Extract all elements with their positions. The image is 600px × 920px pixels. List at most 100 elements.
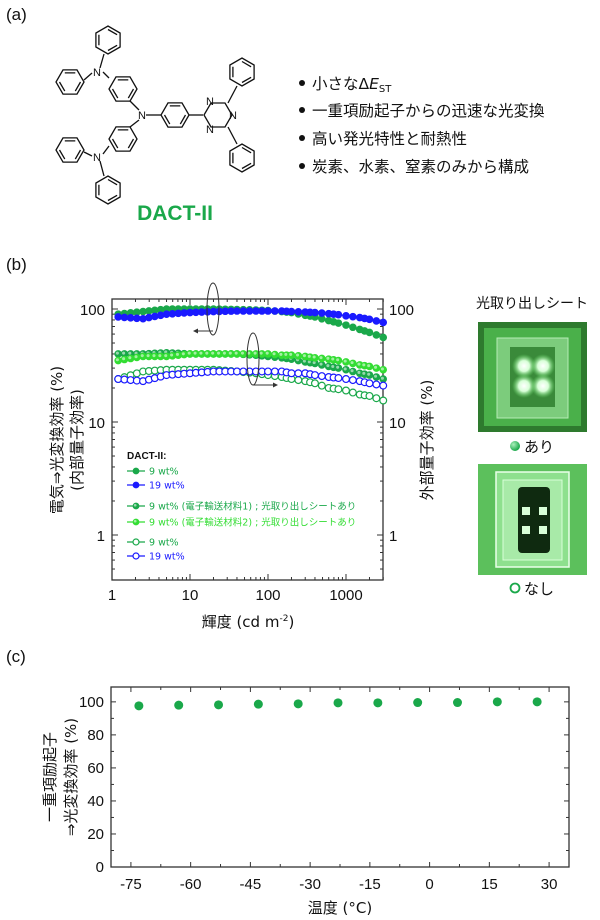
legend-item: 19 wt% <box>127 481 185 492</box>
feature-4: 炭素、水素、窒素のみから構成 <box>312 158 529 176</box>
data-point-highlight <box>343 367 347 371</box>
phenyl-ring-double-bonds <box>232 60 252 84</box>
data-point-highlight <box>259 351 263 355</box>
data-point <box>287 307 296 316</box>
y-right-tick-100: 100 <box>389 302 414 319</box>
data-point-highlight <box>272 352 276 356</box>
bullet-icon <box>299 163 305 169</box>
bond <box>102 145 110 155</box>
phenyl-ring <box>229 57 255 87</box>
atom-n-triazine-1: N <box>206 96 214 108</box>
data-point <box>214 700 224 710</box>
data-point-highlight <box>284 352 288 356</box>
y-right-label: 外部量子効率 (%) <box>418 380 436 501</box>
x-tick-1: 1 <box>108 587 116 604</box>
data-point-highlight <box>312 355 316 359</box>
data-point <box>379 396 388 405</box>
photo-with-sheet <box>478 322 587 432</box>
data-point-highlight <box>350 361 354 365</box>
data-point <box>318 309 326 317</box>
data-point <box>532 697 542 707</box>
data-point-highlight <box>199 351 203 355</box>
feature-1: 小さなΔEST <box>312 75 392 95</box>
y-left-label-1: 電気⇒光変換効率 (%) <box>48 366 66 514</box>
legend-label: 9 wt% <box>149 467 179 478</box>
x-tick-label: 15 <box>481 876 498 893</box>
series-1 <box>114 307 388 327</box>
data-point-highlight <box>128 351 132 355</box>
y-tick-label: 0 <box>96 859 104 876</box>
data-point <box>333 698 343 708</box>
data-point <box>253 699 263 709</box>
series-5 <box>114 367 388 390</box>
data-point-highlight <box>312 361 316 365</box>
y-left-label-2: (内部量子効率) <box>68 389 86 491</box>
legend-marker-icon <box>132 467 140 475</box>
data-point-highlight <box>367 364 371 368</box>
data-point <box>114 313 122 321</box>
phenyl-ring-double-bonds <box>232 146 252 170</box>
x-axis-label: 輝度 (cd m-2) <box>202 613 295 631</box>
data-point <box>413 698 423 708</box>
efficiency-vs-luminance-chart: 100 10 1 100 10 1 1 10 100 1000 輝度 (cd m… <box>48 282 436 631</box>
bond <box>102 71 110 79</box>
x-axis-label: 温度 (°C) <box>308 899 372 917</box>
data-point <box>310 371 319 380</box>
data-point <box>365 328 374 337</box>
legend: DACT-II: 9 wt% 19 wt% 9 wt% (電子輸送材料1) ; 光取… <box>127 451 356 563</box>
data-point-highlight <box>331 364 335 369</box>
x-tick-label: -45 <box>240 876 262 893</box>
y-right-tick-10: 10 <box>389 415 406 432</box>
bond <box>83 72 93 81</box>
carbazole-ring-upper-double-bonds <box>111 79 135 99</box>
legend-label: 19 wt% <box>149 481 185 492</box>
data-point <box>271 307 279 315</box>
phenyl-ring-double-bonds <box>98 28 118 52</box>
data-point-highlight <box>350 369 354 373</box>
data-point <box>342 312 350 320</box>
carbazole-ring-lower-double-bonds <box>111 129 135 149</box>
data-point-highlight <box>336 358 340 362</box>
data-point <box>365 391 374 400</box>
data-point-highlight <box>128 356 132 360</box>
data-point <box>317 372 326 381</box>
data-point-highlight <box>146 354 150 358</box>
data-point-highlight <box>222 351 226 355</box>
y-tick-label: 100 <box>79 694 104 711</box>
legend-label: 9 wt% (電子輸送材料2) ; 光取り出しシートあり <box>149 517 356 529</box>
data-point-highlight <box>302 359 306 363</box>
data-point <box>287 369 296 378</box>
legend-item: 9 wt% <box>127 467 179 478</box>
data-point-highlight <box>362 363 366 367</box>
data-point-highlight <box>122 351 126 355</box>
y-axis-label-2: ⇒光変換効率 (%) <box>62 718 80 836</box>
data-point <box>174 700 184 710</box>
y-tick-label: 40 <box>87 793 104 810</box>
phenyl-ring <box>55 137 85 163</box>
data-point-highlight <box>164 354 168 358</box>
data-point <box>310 379 319 388</box>
feature-list: 小さなΔEST 一重項励起子からの迅速な光変換 高い発光特性と耐熱性 炭素、水素… <box>299 75 545 176</box>
data-point-highlight <box>307 354 311 358</box>
data-point <box>134 701 144 711</box>
data-point-highlight <box>357 370 361 374</box>
y-left-tick-100: 100 <box>80 302 105 319</box>
molecule-structure: N N N N N N <box>55 25 255 205</box>
data-point-highlight <box>302 354 306 358</box>
triazine-ring <box>203 102 233 128</box>
y-right-tick-1: 1 <box>389 528 397 545</box>
legend-title: DACT-II: <box>127 451 166 462</box>
phenyl-ring-double-bonds <box>98 178 118 202</box>
data-point <box>294 307 303 316</box>
bullet-icon <box>299 80 305 86</box>
data-point <box>372 394 381 403</box>
phenyl-ring <box>55 69 85 95</box>
data-point <box>373 698 383 708</box>
data-point-highlight <box>187 351 191 355</box>
data-point-highlight <box>158 354 162 358</box>
x-tick-label: -15 <box>359 876 381 893</box>
legend-item: 19 wt% <box>127 552 185 563</box>
data-point-highlight <box>234 351 238 355</box>
photo-without-label: なし <box>524 580 554 598</box>
